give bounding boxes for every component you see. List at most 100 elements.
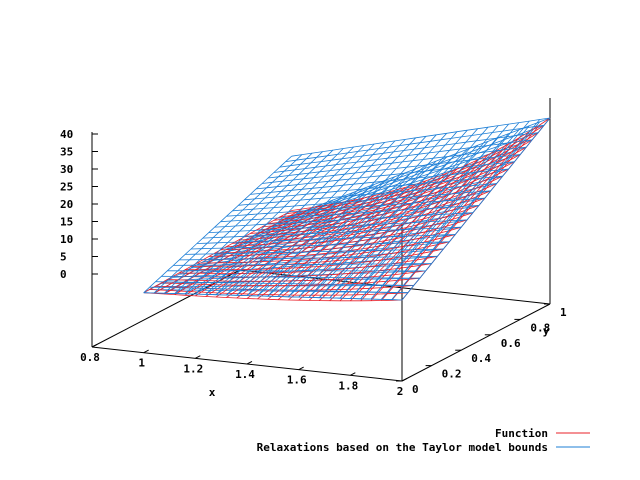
y-axis-label: y: [543, 325, 550, 338]
relaxation-upper-mesh-line: [190, 241, 450, 250]
relaxation-lower-mesh-line: [185, 248, 444, 272]
axis-labels: 0.8 1 1.2 1.4 1.6 1.8 2 00.20.40.60.81051015202…: [60, 128, 567, 399]
z-tick-label: 0: [60, 268, 67, 281]
legend-label: Function: [495, 427, 548, 440]
function-mesh-line: [196, 234, 456, 264]
x-tick-label: 1.8: [338, 379, 358, 392]
relaxation-upper-mesh-line: [380, 120, 530, 300]
x-tick-label: 1.4: [235, 368, 255, 381]
relaxation-upper-mesh-line: [214, 212, 474, 228]
relaxation-upper-mesh-line: [215, 145, 365, 295]
relaxation-upper-mesh-line: [143, 155, 292, 293]
z-tick-label: 35: [60, 146, 73, 159]
relaxation-upper-mesh-line: [153, 154, 303, 294]
relaxation-upper-mesh-line: [202, 226, 462, 239]
y-tick-label: 0.2: [442, 368, 462, 381]
relaxation-upper-mesh-line: [195, 148, 344, 295]
relaxation-lower-mesh-line: [208, 219, 468, 260]
relaxation-upper-mesh-line: [164, 152, 313, 294]
function-mesh-line: [149, 289, 408, 296]
x-tick-label: 2: [397, 385, 404, 398]
relaxation-upper-mesh-line: [401, 117, 551, 301]
function-mesh-line: [370, 137, 520, 301]
function-mesh-line: [143, 210, 292, 294]
z-tick-label: 15: [60, 216, 73, 229]
relaxation-upper-mesh-line: [179, 255, 438, 261]
relaxation-lower-mesh-line: [291, 117, 551, 217]
function-mesh-line: [214, 212, 474, 254]
relaxation-upper-mesh-line: [273, 139, 533, 173]
x-tick-label: 0.8: [80, 351, 100, 364]
x-axis-label: x: [209, 386, 216, 399]
function-mesh-line: [250, 168, 509, 234]
z-tick-label: 20: [60, 198, 73, 211]
relaxation-upper-mesh-line: [339, 126, 489, 299]
function-mesh-line: [360, 143, 509, 302]
relaxation-upper-mesh-line: [288, 134, 437, 298]
function-mesh-line: [267, 183, 416, 300]
function-mesh-line: [220, 205, 480, 251]
x-tick: [350, 372, 356, 376]
relaxation-upper-mesh-line: [262, 154, 521, 184]
relaxation-upper-mesh-line: [143, 292, 403, 301]
relaxation-upper-mesh-line: [232, 190, 491, 212]
function-mesh-line: [381, 131, 530, 301]
relaxation-upper-mesh-line: [246, 140, 396, 296]
z-tick-label: 30: [60, 163, 73, 176]
relaxation-upper-mesh-line: [267, 137, 416, 297]
function-mesh-line: [208, 219, 468, 257]
x-tick: [298, 366, 304, 371]
relaxation-upper-mesh-line: [308, 131, 458, 298]
x-tick-label: 1.6: [287, 374, 307, 387]
relaxation-upper-mesh-line: [185, 248, 444, 255]
function-mesh-line: [350, 149, 499, 302]
function-mesh-line: [161, 277, 420, 286]
relaxation-upper-mesh-line: [184, 149, 334, 295]
relaxation-upper-mesh-line: [220, 205, 480, 223]
y-tick-label: 1: [560, 306, 567, 319]
plot-surfaces: [143, 117, 551, 302]
relaxation-upper-mesh-line: [238, 183, 497, 206]
relaxation-upper-mesh-line: [244, 175, 503, 201]
function-mesh-line: [143, 292, 403, 302]
function-mesh-line: [339, 154, 489, 302]
relaxation-upper-mesh-line: [329, 128, 478, 299]
relaxation-upper-mesh-line: [149, 286, 408, 294]
legend-label: Relaxations based on the Taylor model bo…: [257, 441, 548, 454]
relaxation-upper-mesh-line: [319, 129, 468, 298]
x-tick-label: 1: [138, 357, 145, 370]
y-tick-label: 0.8: [530, 321, 550, 334]
x-tick-label: 1.2: [183, 362, 203, 375]
relaxation-upper-mesh-line: [226, 143, 375, 296]
y-tick-label: 0.6: [501, 337, 521, 350]
relaxation-upper-mesh-line: [298, 133, 447, 298]
relaxation-upper-mesh-line: [279, 132, 539, 168]
x-tick: [195, 355, 201, 359]
function-mesh-line: [285, 124, 545, 215]
function-mesh-line: [256, 161, 515, 231]
relaxation-upper-mesh-line: [155, 281, 414, 286]
relaxation-upper-mesh-line: [174, 151, 323, 294]
y-tick-label: 0: [412, 383, 419, 396]
z-tick-label: 10: [60, 233, 73, 246]
z-tick-label: 40: [60, 128, 73, 141]
function-mesh-line: [277, 180, 427, 301]
function-mesh-line: [167, 270, 426, 282]
y-axis-line: [401, 303, 551, 382]
relaxation-upper-mesh-line: [257, 139, 406, 297]
function-mesh-line: [179, 255, 438, 274]
y-tick-label: 0.4: [471, 352, 491, 365]
x-tick: [246, 360, 253, 365]
x-tick: [143, 349, 149, 354]
relaxation-upper-mesh-line: [161, 275, 420, 279]
z-tick-label: 5: [60, 251, 67, 264]
relaxation-upper-mesh-line: [360, 123, 510, 300]
z-tick-label: 25: [60, 181, 73, 194]
relaxation-upper-mesh: [143, 117, 551, 301]
relaxation-upper-mesh-line: [277, 136, 427, 297]
relaxation-upper-mesh-line: [173, 263, 432, 266]
relaxation-lower-mesh-line: [279, 132, 539, 223]
relaxation-upper-mesh-line: [285, 124, 545, 162]
relaxation-upper-mesh-line: [267, 146, 527, 179]
